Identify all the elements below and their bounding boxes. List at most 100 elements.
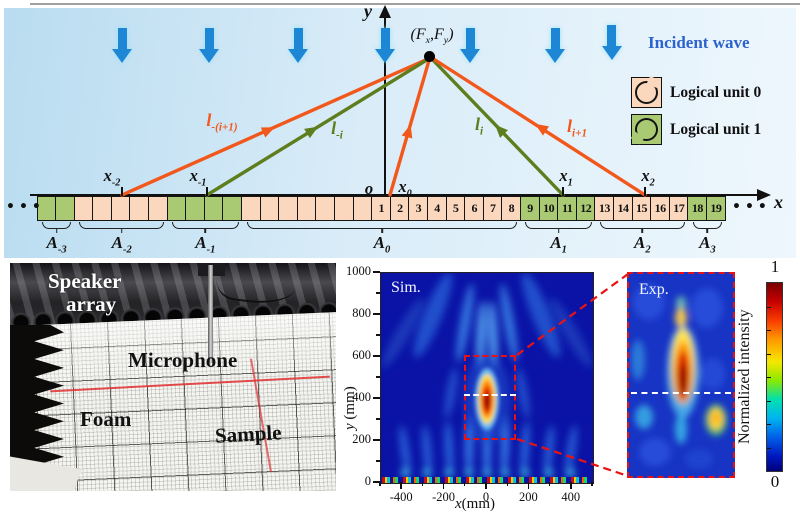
metasurface-cell: 2 (389, 196, 410, 221)
sim-focal-dashed-line (464, 394, 516, 396)
exp-heatmap (629, 274, 732, 475)
metasurface-cell: 7 (482, 196, 503, 221)
photo-label-array: array (66, 292, 117, 316)
metasurface-cell: 18 (687, 196, 708, 221)
metasurface-cell: 5 (445, 196, 466, 221)
metasurface-cell: 12 (575, 196, 596, 221)
top-border-line (30, 3, 800, 5)
pos-label-x-0: x0 (398, 177, 412, 200)
sim-x-minor-tick (591, 482, 593, 486)
microphone-rod (208, 265, 213, 363)
exp-focal-dashed-line (631, 392, 731, 394)
group-brace (692, 222, 722, 229)
colorbar-tick (767, 330, 771, 332)
cell-group: 18 19 A3 (687, 196, 726, 256)
cell-row (36, 196, 76, 221)
sim-x-axis-title: x(mm) (455, 496, 495, 513)
cell-row (73, 196, 169, 221)
tick-x-2 (644, 187, 646, 196)
metasurface-cell (222, 196, 243, 221)
cell-row (166, 196, 243, 221)
legend-unit0-label: Logical unit 0 (670, 84, 762, 101)
sim-y-tick (373, 355, 380, 357)
cell-group: 9 10 11 12 A1 (519, 196, 596, 256)
group-brace (246, 222, 518, 229)
sim-x-tick (400, 482, 402, 489)
metasurface-cell (166, 196, 187, 221)
metasurface-cell: 19 (705, 196, 726, 221)
colorbar-tick (767, 400, 771, 402)
metasurface-cell: 13 (594, 196, 615, 221)
exp-heatmap-panel: Exp. (627, 272, 735, 478)
tick-x-minus-2 (121, 187, 123, 196)
sim-y-var: y (342, 423, 358, 430)
legend-unit1-label: Logical unit 1 (670, 121, 762, 138)
cell-group: A-2 (73, 196, 169, 256)
group-brace (79, 222, 165, 229)
sim-y-tick-label: 1000 (346, 264, 371, 278)
incident-wave-arrow-icon (545, 28, 565, 63)
metasurface-cell (203, 196, 224, 221)
photo-label-speaker: Speaker (48, 269, 122, 293)
colorbar-tick (767, 447, 771, 449)
metasurface-cell (296, 196, 317, 221)
sim-x-tick (442, 482, 445, 489)
sim-y-tick-label: 400 (352, 390, 371, 404)
metasurface-cell: 1 (371, 196, 392, 221)
metasurface-cell: 16 (650, 196, 671, 221)
ray-label-l-i1: li+1 (566, 116, 588, 140)
group-brace (172, 222, 239, 229)
photo-label-foam: Foam (80, 407, 132, 431)
sim-y-tick-label: 200 (352, 432, 371, 446)
sim-y-tick (373, 481, 380, 483)
focal-point-dot (424, 51, 435, 62)
sim-y-axis-title: y (mm) (342, 330, 359, 430)
sim-y-minor-tick (376, 460, 380, 462)
legend-unit1-swatch (630, 114, 662, 145)
sim-y-tick-label: 0 (364, 474, 371, 488)
dots-left: ••• (6, 199, 45, 215)
colorbar-tick (767, 377, 771, 379)
colorbar-tick (767, 306, 771, 308)
group-label: A-2 (111, 233, 132, 256)
sim-x-unit: (mm) (461, 496, 495, 512)
sim-x-var: x (455, 496, 462, 512)
sim-y-minor-tick (376, 376, 380, 378)
group-label: A1 (550, 233, 567, 256)
focal-point-label: (Fx,Fy) (410, 26, 454, 47)
grid-paper (10, 311, 336, 491)
sim-x-tick (527, 482, 530, 489)
group-label: A3 (699, 233, 716, 256)
metasurface-cell (92, 196, 113, 221)
origin-label: o (364, 179, 374, 198)
metasurface-cell: 15 (631, 196, 652, 221)
cell-group: 13 14 15 16 17 A2 (594, 196, 689, 255)
sim-y-tick-label: 800 (352, 306, 371, 320)
metasurface-cell (259, 196, 280, 221)
incident-wave-arrow-icon (288, 28, 308, 63)
pos-label-x-2: x2 (641, 166, 655, 189)
metasurface-cell: 10 (538, 196, 559, 221)
sim-title: Sim. (391, 279, 421, 296)
sim-y-tick (373, 397, 380, 399)
sim-y-minor-tick (376, 334, 380, 336)
ray-label-l-minus-i1: l-(i+1) (206, 110, 238, 134)
metasurface-cell (315, 196, 336, 221)
legend-unit0-swatch (631, 76, 662, 108)
exp-title: Exp. (639, 281, 669, 298)
sim-y-tick (373, 271, 380, 273)
metasurface-cell: 3 (408, 196, 429, 221)
zoom-region-rect (464, 355, 516, 440)
photo-label-microphone: Microphone (128, 348, 238, 372)
photo-label-sample: Sample (214, 420, 283, 448)
incident-wave-arrow-icon (199, 28, 219, 63)
metasurface-cell: 14 (612, 196, 633, 221)
incident-wave-arrow-icon (112, 28, 132, 63)
sim-y-minor-tick (376, 292, 380, 294)
metasurface-cell (148, 196, 169, 221)
group-label: A-1 (195, 233, 216, 256)
sim-axes: 0 200 400 600 800 1000 -400 -200 0 200 400 (346, 264, 593, 504)
sim-x-tick-label: -200 (432, 490, 456, 504)
